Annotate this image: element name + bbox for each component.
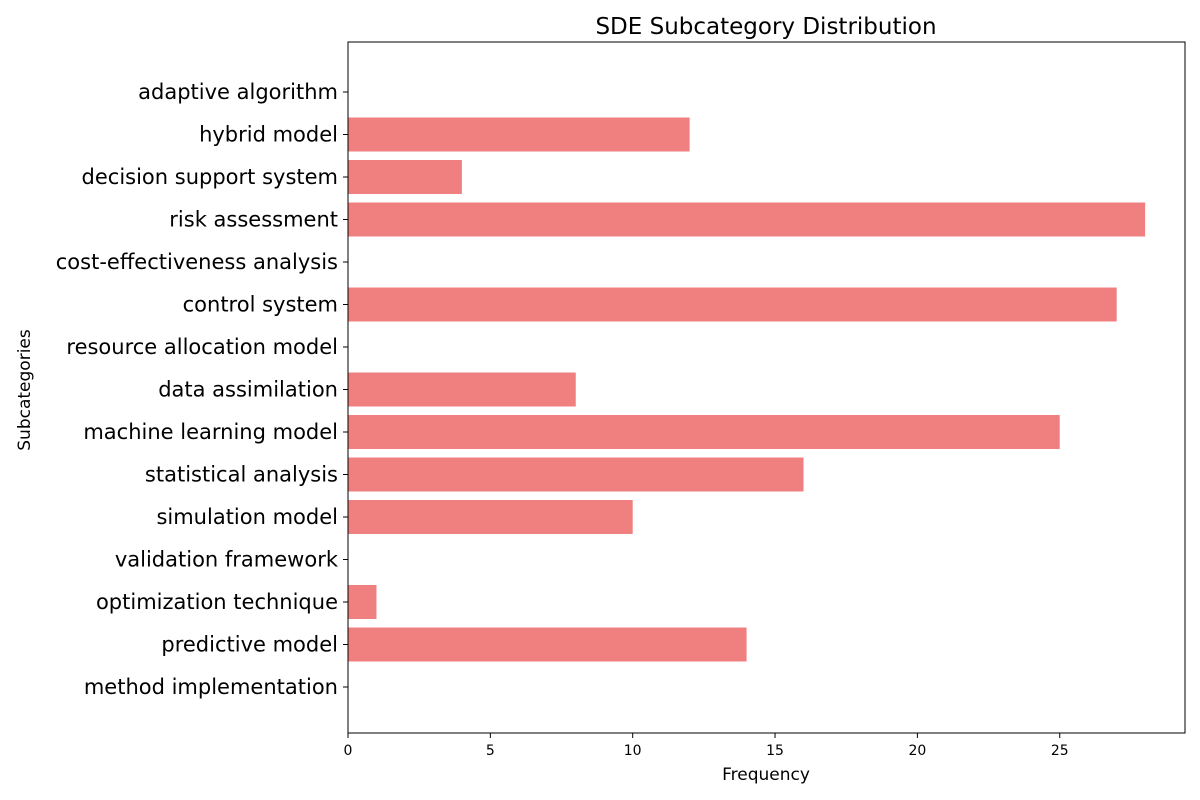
y-axis-title: Subcategories <box>15 329 35 451</box>
y-tick-label: statistical analysis <box>145 463 338 487</box>
y-tick-label: predictive model <box>161 633 338 657</box>
y-tick-label: resource allocation model <box>66 335 338 359</box>
bar <box>348 627 747 662</box>
bar <box>348 160 462 194</box>
y-tick-label: adaptive algorithm <box>138 80 338 104</box>
bar <box>348 202 1146 237</box>
x-tick-label: 0 <box>344 743 353 759</box>
y-tick-label: risk assessment <box>169 208 338 232</box>
bar <box>348 585 377 619</box>
y-tick-label: simulation model <box>156 505 338 529</box>
x-tick-label: 10 <box>624 743 642 759</box>
x-tick-label: 25 <box>1051 743 1069 759</box>
x-tick-label: 15 <box>766 743 784 759</box>
bar <box>348 500 633 534</box>
ticks-layer: method implementation predictive model opt… <box>56 80 1069 759</box>
x-tick-label: 20 <box>908 743 926 759</box>
y-tick-label: method implementation <box>84 675 338 699</box>
y-tick-label: hybrid model <box>199 123 338 147</box>
bar <box>348 415 1060 449</box>
bar <box>348 287 1117 322</box>
chart-title: SDE Subcategory Distribution <box>595 14 936 40</box>
y-tick-label: control system <box>183 293 338 317</box>
bar <box>348 117 690 152</box>
bars-layer <box>348 117 1146 662</box>
plot-area-frame <box>347 41 1186 734</box>
x-axis-title: Frequency <box>722 765 810 785</box>
y-tick-label: optimization technique <box>96 590 338 614</box>
y-tick-label: cost-effectiveness analysis <box>56 250 338 274</box>
x-tick-label: 5 <box>486 743 495 759</box>
bar <box>348 457 804 492</box>
bar <box>348 372 576 407</box>
y-tick-label: validation framework <box>115 548 339 572</box>
y-tick-label: data assimilation <box>158 378 338 402</box>
y-tick-label: decision support system <box>82 165 338 189</box>
y-tick-label: machine learning model <box>83 420 338 444</box>
